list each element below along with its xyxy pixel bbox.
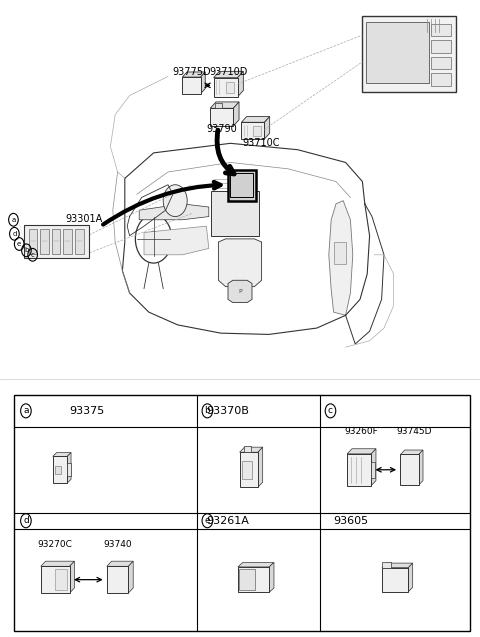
- Bar: [400, 454, 419, 485]
- Bar: [242, 461, 252, 478]
- Polygon shape: [139, 204, 209, 220]
- Bar: [230, 173, 253, 197]
- Polygon shape: [238, 562, 274, 567]
- Bar: [382, 568, 408, 592]
- Bar: [362, 16, 456, 92]
- Bar: [55, 466, 61, 473]
- Text: P: P: [238, 289, 242, 294]
- Bar: [107, 566, 129, 593]
- Text: 93270C: 93270C: [38, 540, 72, 549]
- Bar: [24, 225, 89, 258]
- Text: 93710C: 93710C: [243, 138, 280, 148]
- Polygon shape: [218, 239, 262, 287]
- Bar: [431, 40, 451, 53]
- Bar: [240, 452, 258, 487]
- Bar: [431, 24, 451, 36]
- Text: 93301A: 93301A: [65, 214, 103, 224]
- Polygon shape: [269, 562, 274, 592]
- Polygon shape: [329, 201, 353, 315]
- Polygon shape: [129, 561, 133, 593]
- Bar: [226, 83, 234, 93]
- Text: d: d: [12, 231, 17, 237]
- Polygon shape: [214, 71, 243, 78]
- Polygon shape: [70, 561, 74, 593]
- Polygon shape: [53, 452, 71, 456]
- Text: 93710D: 93710D: [209, 67, 248, 77]
- Bar: [334, 242, 346, 264]
- Text: d: d: [23, 516, 29, 526]
- Bar: [63, 229, 72, 254]
- Text: 93775D: 93775D: [173, 67, 211, 77]
- Bar: [238, 567, 269, 592]
- Bar: [55, 569, 67, 590]
- Bar: [53, 456, 67, 483]
- Polygon shape: [408, 563, 413, 592]
- Bar: [371, 462, 375, 478]
- Text: a: a: [12, 217, 15, 223]
- Bar: [215, 103, 222, 108]
- Polygon shape: [264, 117, 270, 139]
- Polygon shape: [419, 450, 423, 485]
- Bar: [244, 446, 252, 452]
- Bar: [67, 463, 71, 476]
- Polygon shape: [258, 447, 263, 487]
- Bar: [41, 566, 70, 593]
- Bar: [211, 191, 259, 236]
- Text: c: c: [328, 406, 333, 415]
- Bar: [431, 57, 451, 69]
- Polygon shape: [241, 117, 270, 122]
- Polygon shape: [144, 226, 209, 255]
- Bar: [214, 78, 238, 97]
- Bar: [239, 569, 255, 590]
- Polygon shape: [182, 72, 205, 77]
- Polygon shape: [371, 448, 376, 485]
- Bar: [241, 122, 264, 139]
- Bar: [52, 229, 60, 254]
- Circle shape: [42, 575, 49, 584]
- Bar: [347, 454, 371, 485]
- Text: 93790: 93790: [206, 124, 237, 134]
- Polygon shape: [240, 447, 263, 452]
- Text: e: e: [204, 516, 210, 526]
- Text: b: b: [24, 247, 29, 254]
- Text: e: e: [17, 241, 21, 247]
- Bar: [382, 562, 391, 568]
- Text: a: a: [23, 406, 29, 415]
- Polygon shape: [382, 563, 413, 568]
- Text: 93261A: 93261A: [206, 516, 250, 526]
- Polygon shape: [41, 561, 74, 566]
- Bar: [29, 229, 37, 254]
- Bar: [253, 126, 261, 136]
- Text: 93605: 93605: [334, 516, 369, 526]
- Text: 93740: 93740: [103, 540, 132, 549]
- Bar: [40, 229, 49, 254]
- Text: 93260F: 93260F: [345, 427, 378, 436]
- Text: 93375: 93375: [69, 406, 104, 416]
- Circle shape: [163, 185, 187, 217]
- Bar: [14, 395, 470, 631]
- Polygon shape: [400, 450, 423, 454]
- Polygon shape: [201, 72, 205, 94]
- Polygon shape: [107, 561, 133, 566]
- Text: b: b: [204, 406, 210, 415]
- Polygon shape: [228, 280, 252, 303]
- Polygon shape: [238, 71, 243, 97]
- Text: 93745D: 93745D: [396, 427, 432, 436]
- Bar: [228, 170, 256, 201]
- Bar: [210, 108, 233, 126]
- Bar: [431, 73, 451, 86]
- Bar: [366, 22, 429, 83]
- Polygon shape: [210, 102, 239, 108]
- Bar: [75, 229, 84, 254]
- Polygon shape: [347, 448, 376, 454]
- Text: 93370B: 93370B: [206, 406, 250, 416]
- Text: c: c: [31, 252, 35, 258]
- Bar: [182, 77, 201, 94]
- Polygon shape: [67, 452, 71, 483]
- Polygon shape: [233, 102, 239, 126]
